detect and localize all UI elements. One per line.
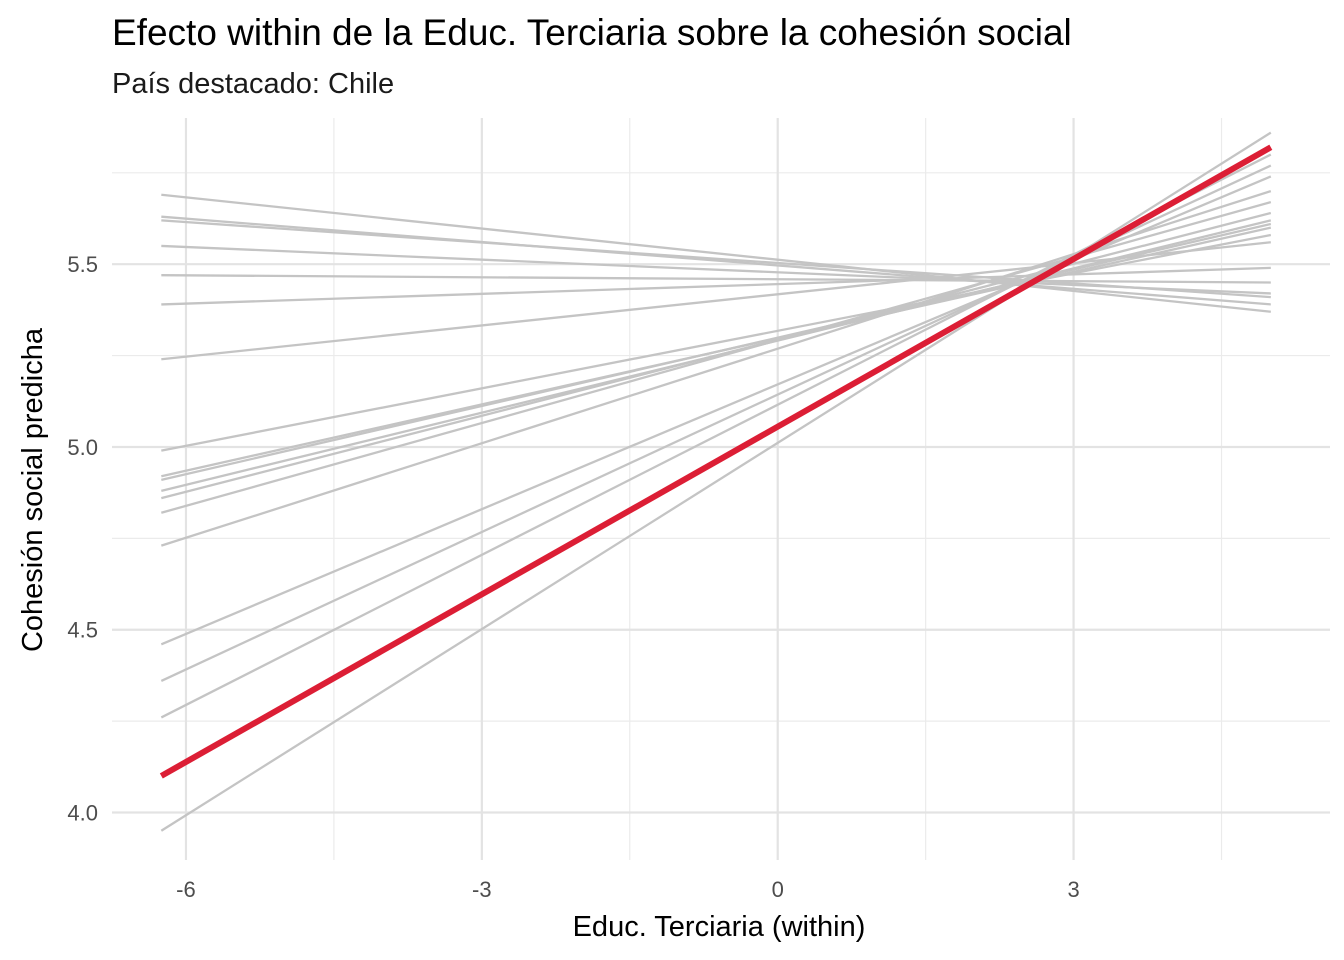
highlight-line	[159, 144, 1273, 779]
series-line-7	[161, 241, 1271, 361]
series-line-1	[161, 193, 1271, 313]
series-line-12	[161, 211, 1272, 500]
series-line-13	[161, 200, 1272, 514]
series-line-10	[161, 222, 1272, 481]
series-line-8	[161, 233, 1272, 452]
x-tick-label: 3	[1067, 877, 1079, 902]
x-axis-title: Educ. Terciaria (within)	[573, 911, 866, 943]
x-tick-label: 0	[772, 877, 784, 902]
y-tick-label: 4.0	[67, 800, 98, 825]
series-line-6	[161, 266, 1271, 306]
series-line-5	[161, 274, 1271, 284]
series-line-18	[160, 131, 1272, 832]
y-tick-label: 5.5	[67, 252, 98, 277]
series-line-2	[161, 215, 1271, 306]
series-line-4	[161, 244, 1271, 295]
chart-subtitle: País destacado: Chile	[112, 68, 395, 100]
y-tick-label: 5.0	[67, 435, 98, 460]
y-axis-title: Cohesión social predicha	[17, 327, 49, 652]
chart-title: Efecto within de la Educ. Terciaria sobr…	[112, 12, 1072, 53]
series-line-chile	[159, 144, 1273, 779]
y-tick-label: 4.5	[67, 618, 98, 643]
series-line-15	[160, 175, 1272, 646]
y-tick-labels: 4.0 4.5 5.0 5.5	[67, 252, 98, 825]
background-lines	[160, 131, 1272, 832]
x-tick-labels: -6 -3 0 3	[176, 877, 1080, 902]
x-tick-label: -6	[176, 877, 196, 902]
grid-major	[112, 118, 1330, 860]
series-line-3	[161, 219, 1271, 299]
x-tick-label: -3	[472, 877, 492, 902]
